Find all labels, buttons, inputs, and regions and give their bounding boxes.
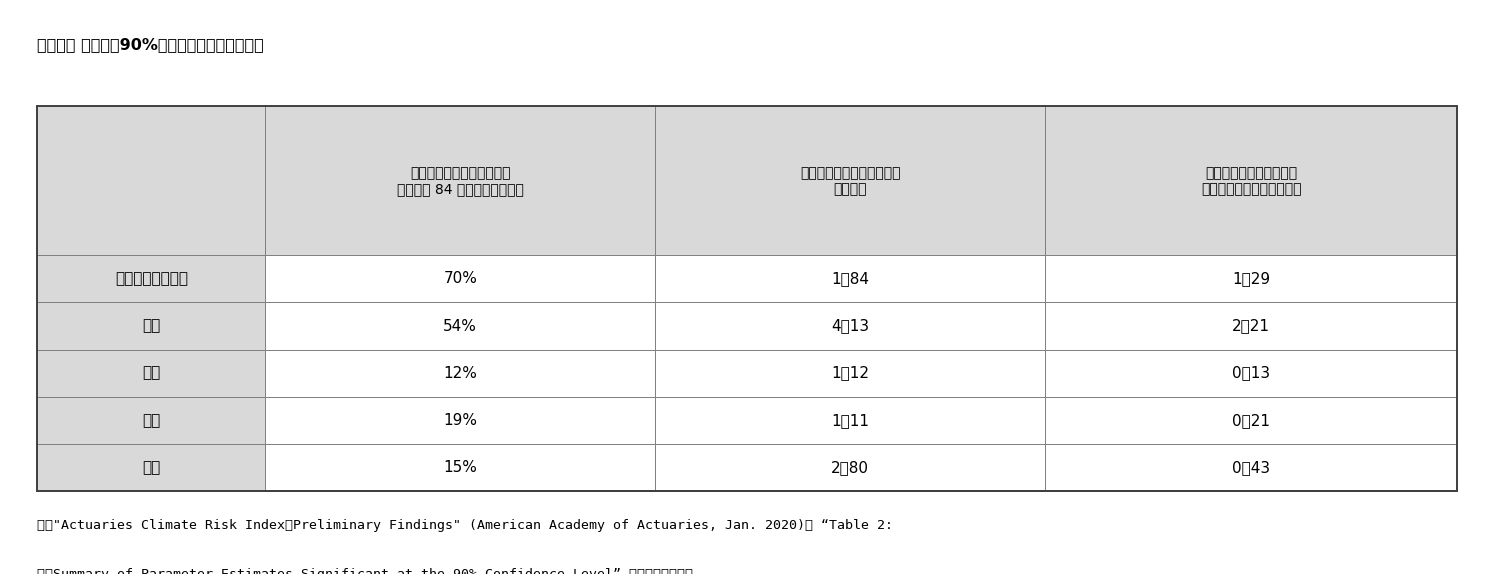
Text: ※　"Actuaries Climate Risk Index－Preliminary Findings" (American Academy of Actua: ※ "Actuaries Climate Risk Index－Prelimin… [37,519,893,533]
Bar [265,350,656,397]
Text: 12%: 12% [444,366,477,381]
Text: 統計的に有意ではない地
域・月も含む全体の平均値: 統計的に有意ではない地 域・月も含む全体の平均値 [1201,166,1301,196]
Bar [656,444,1044,491]
Text: Summary of Parameter Estimates Significant at the 90% Confidence Level” をもとに筆者作成: Summary of Parameter Estimates Significa… [37,568,693,574]
Bar [37,255,265,302]
Text: 低温: 低温 [142,366,161,381]
Bar [37,302,265,350]
Bar [37,106,1457,491]
Text: 統計的に有意な値について
の平均値: 統計的に有意な値について の平均値 [800,166,900,196]
Text: 1．11: 1．11 [831,413,869,428]
Bar [1044,255,1457,302]
Bar [265,302,656,350]
Bar [656,255,1044,302]
Text: 15%: 15% [444,460,477,475]
Bar [1044,106,1457,255]
Bar [656,302,1044,350]
Text: 統計的に有意な地域・月の
割合（全 84 地域・月のうち）: 統計的に有意な地域・月の 割合（全 84 地域・月のうち） [396,166,524,196]
Text: 4．13: 4．13 [831,319,869,333]
Text: 0．13: 0．13 [1232,366,1271,381]
Bar [656,397,1044,444]
Bar [265,444,656,491]
Bar [37,444,265,491]
Text: 降水: 降水 [142,319,161,333]
Text: 19%: 19% [444,413,477,428]
Bar [265,106,656,255]
Text: 70%: 70% [444,272,477,286]
Text: 高温: 高温 [142,413,161,428]
Text: 図表３． 信頼水準90%で有意なパラメータ推定: 図表３． 信頼水準90%で有意なパラメータ推定 [37,37,264,52]
Bar [1044,444,1457,491]
Bar [37,106,265,255]
Bar [265,255,656,302]
Bar [656,106,1044,255]
Bar [1044,302,1457,350]
Text: 54%: 54% [444,319,477,333]
Text: エクスポージャー: エクスポージャー [115,272,188,286]
Bar [37,350,265,397]
Bar [265,397,656,444]
Text: 1．12: 1．12 [831,366,869,381]
Text: 2．80: 2．80 [831,460,869,475]
Text: 2．21: 2．21 [1232,319,1269,333]
Text: 0．21: 0．21 [1232,413,1269,428]
Text: 強風: 強風 [142,460,161,475]
Text: 1．84: 1．84 [831,272,869,286]
Text: 0．43: 0．43 [1232,460,1271,475]
Text: 1．29: 1．29 [1232,272,1271,286]
Bar [1044,350,1457,397]
Bar [1044,397,1457,444]
Bar [37,397,265,444]
Bar [656,350,1044,397]
